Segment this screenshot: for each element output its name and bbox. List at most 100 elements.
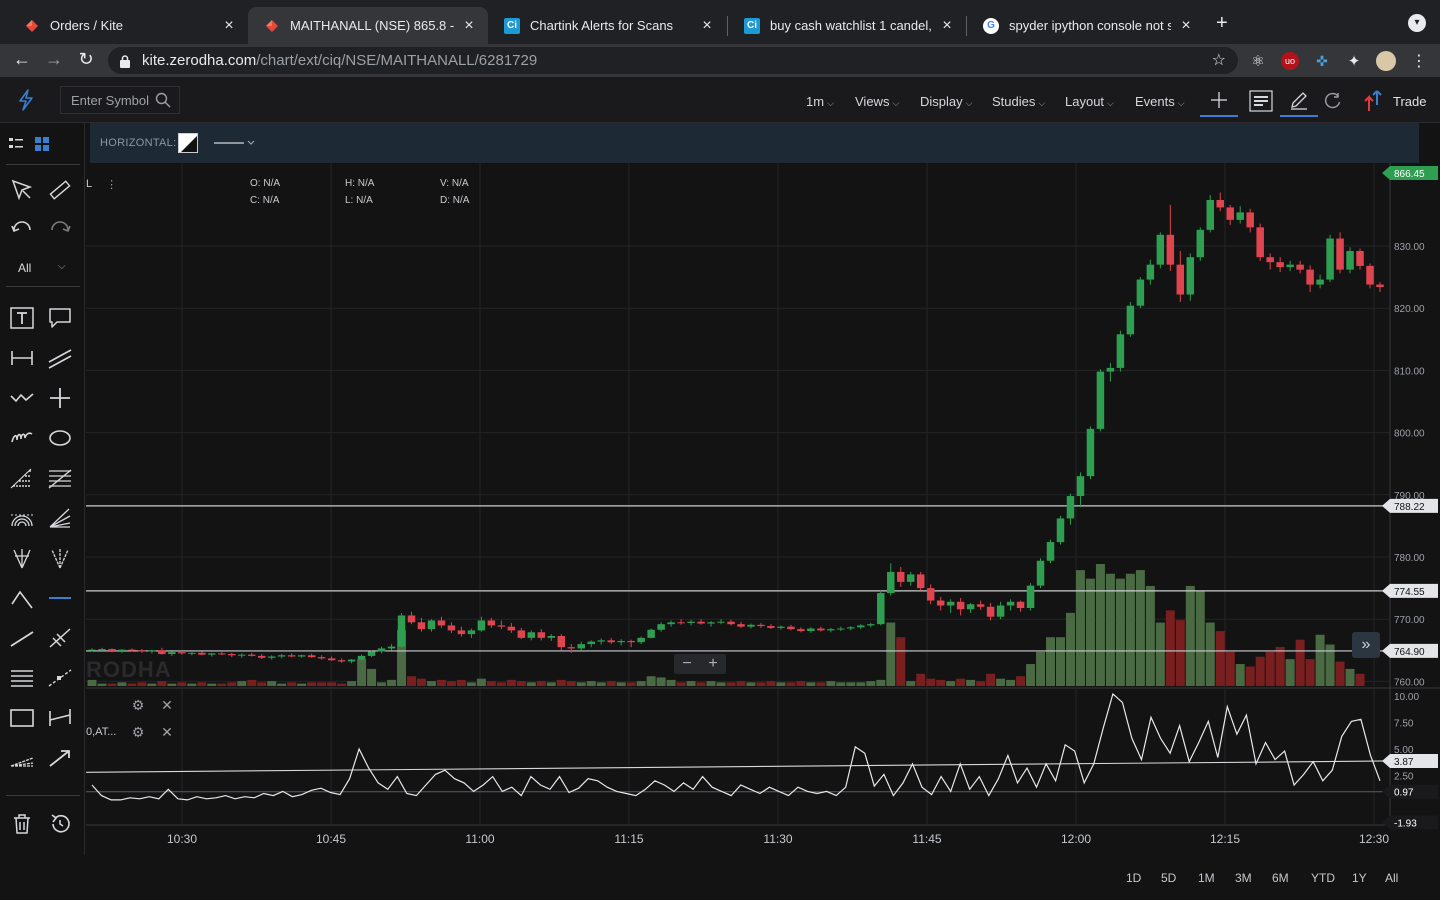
close-icon[interactable]: ×	[464, 16, 474, 34]
measure-icon[interactable]	[8, 344, 36, 372]
arrow-icon[interactable]	[46, 744, 74, 772]
tool-filter-label[interactable]: All	[18, 261, 32, 275]
extended-line-icon[interactable]	[46, 664, 74, 692]
interval-dropdown[interactable]: 1m ⌵	[806, 94, 834, 109]
display-menu[interactable]: Display ⌵	[920, 94, 972, 109]
scroll-to-latest-button[interactable]: »	[1352, 632, 1380, 658]
ublock-icon[interactable]: uo	[1281, 52, 1299, 70]
range-5d[interactable]: 5D	[1161, 871, 1177, 885]
zoom-out-button[interactable]: −	[682, 655, 692, 672]
gear-icon[interactable]: ⚙	[131, 724, 145, 740]
range-1d[interactable]: 1D	[1126, 871, 1142, 885]
study-row-indicator[interactable]: 0,AT...	[86, 722, 116, 742]
horizontal-line-icon[interactable]	[46, 584, 74, 612]
range-ytd[interactable]: YTD	[1311, 871, 1335, 885]
volume-bar	[646, 676, 656, 686]
text-tool-icon[interactable]	[8, 304, 36, 332]
close-icon[interactable]: ✕	[161, 697, 173, 713]
events-menu[interactable]: Events ⌵	[1135, 94, 1185, 109]
freeform-icon[interactable]	[8, 424, 36, 452]
draw-button[interactable]	[1280, 85, 1318, 117]
back-button[interactable]: ←	[13, 49, 31, 69]
forward-button[interactable]: →	[45, 49, 63, 69]
fibonacci-retracement-icon[interactable]	[8, 464, 36, 492]
price-chart[interactable]: 830.00 820.00 810.00 800.00 790.00 780.00 770.…	[86, 163, 1440, 855]
range-1y[interactable]: 1Y	[1352, 871, 1367, 885]
profile-avatar[interactable]	[1376, 51, 1396, 71]
range-selector: 1D 5D 1M 3M 6M YTD 1Y All	[0, 855, 1440, 900]
browser-menu-icon[interactable]: ⋮	[1411, 53, 1427, 70]
cross-trend-icon[interactable]	[46, 624, 74, 652]
range-1m[interactable]: 1M	[1198, 871, 1215, 885]
close-icon[interactable]: ×	[702, 16, 712, 34]
gear-icon[interactable]: ⚙	[131, 697, 145, 713]
close-icon[interactable]: ×	[224, 16, 234, 34]
tab-chartink-watchlist[interactable]: Ci buy cash watchlist 1 candel, Te ×	[728, 7, 966, 44]
range-all[interactable]: All	[1385, 871, 1399, 885]
comment-button[interactable]	[1242, 85, 1280, 117]
ellipse-icon[interactable]	[46, 424, 74, 452]
close-icon[interactable]: ×	[942, 16, 952, 34]
line-style-dropdown[interactable]	[214, 135, 258, 151]
views-menu[interactable]: Views ⌵	[855, 94, 899, 109]
zoom-in-button[interactable]: +	[708, 655, 718, 672]
tab-google-search[interactable]: G spyder ipython console not sho ×	[967, 7, 1205, 44]
redo-icon[interactable]	[46, 216, 74, 244]
gann-fan-icon[interactable]	[46, 504, 74, 532]
trade-button[interactable]: Trade	[1393, 94, 1427, 109]
reset-button[interactable]	[1314, 85, 1352, 117]
list-view-icon[interactable]	[2, 130, 30, 158]
rectangle-icon[interactable]	[8, 704, 36, 732]
search-icon[interactable]	[155, 92, 171, 108]
tab-search-icon[interactable]: ▾	[1408, 14, 1426, 32]
trash-icon[interactable]	[8, 810, 36, 838]
crossline-icon[interactable]	[46, 384, 74, 412]
extensions-puzzle-icon[interactable]: ✦	[1347, 53, 1361, 70]
line-color-swatch[interactable]	[178, 133, 198, 153]
horizontal-lines-icon[interactable]	[8, 664, 36, 692]
trade-icon[interactable]	[1358, 85, 1388, 117]
trend-line-icon[interactable]	[8, 624, 36, 652]
extension-diamond-icon[interactable]: ✜	[1316, 52, 1328, 69]
candle-body	[1356, 250, 1364, 266]
fibonacci-arcs-icon[interactable]	[8, 504, 36, 532]
pointer-icon[interactable]	[8, 176, 36, 204]
volume-bar	[287, 682, 297, 686]
undo-icon[interactable]	[8, 216, 36, 244]
candle-body	[587, 641, 595, 645]
ruler-icon[interactable]	[46, 176, 74, 204]
url-input[interactable]: kite.zerodha.com /chart/ext/ciq/NSE/MAIT…	[108, 47, 1238, 74]
new-tab-button[interactable]: +	[1216, 12, 1228, 34]
tab-title: buy cash watchlist 1 candel, Te	[770, 18, 932, 33]
speed-lines-icon[interactable]	[8, 744, 36, 772]
parallel-channel-icon[interactable]	[46, 344, 74, 372]
chevron-down-icon[interactable]: ⌵	[58, 261, 66, 272]
study-menu-icon[interactable]: ⋮	[106, 178, 118, 191]
trend-angle-icon[interactable]	[8, 584, 36, 612]
callout-icon[interactable]	[46, 304, 74, 332]
grid-view-icon[interactable]	[28, 130, 56, 158]
restore-icon[interactable]	[46, 810, 74, 838]
react-devtools-icon[interactable]: ⚛	[1251, 53, 1265, 70]
close-icon[interactable]: ✕	[161, 724, 173, 740]
kite-logo-icon[interactable]	[16, 89, 36, 111]
bookmark-star-icon[interactable]: ☆	[1211, 52, 1226, 69]
range-3m[interactable]: 3M	[1235, 871, 1252, 885]
study-row-main[interactable]: L ⋮	[86, 174, 117, 194]
price-range-icon[interactable]	[46, 704, 74, 732]
tab-orders[interactable]: Orders / Kite ×	[8, 7, 248, 44]
tab-maithanall[interactable]: MAITHANALL (NSE) 865.8 - Ki ×	[248, 7, 488, 44]
layout-menu[interactable]: Layout ⌵	[1065, 94, 1114, 109]
chart-canvas[interactable]: 830.00 820.00 810.00 800.00 790.00 780.00 770.…	[86, 163, 1440, 855]
pitchfork-icon[interactable]	[8, 544, 36, 572]
schiff-pitchfork-icon[interactable]	[46, 544, 74, 572]
close-icon[interactable]: ×	[1181, 16, 1191, 34]
tab-chartink-alerts[interactable]: Ci Chartink Alerts for Scans ×	[488, 7, 726, 44]
symbol-search-input[interactable]: Enter Symbol	[60, 86, 180, 114]
studies-menu[interactable]: Studies ⌵	[992, 94, 1045, 109]
fibonacci-fan-icon[interactable]	[46, 464, 74, 492]
crosshair-button[interactable]	[1200, 85, 1238, 117]
line-wave-icon[interactable]	[8, 384, 36, 412]
reload-button[interactable]: ↻	[78, 49, 94, 69]
range-6m[interactable]: 6M	[1272, 871, 1289, 885]
